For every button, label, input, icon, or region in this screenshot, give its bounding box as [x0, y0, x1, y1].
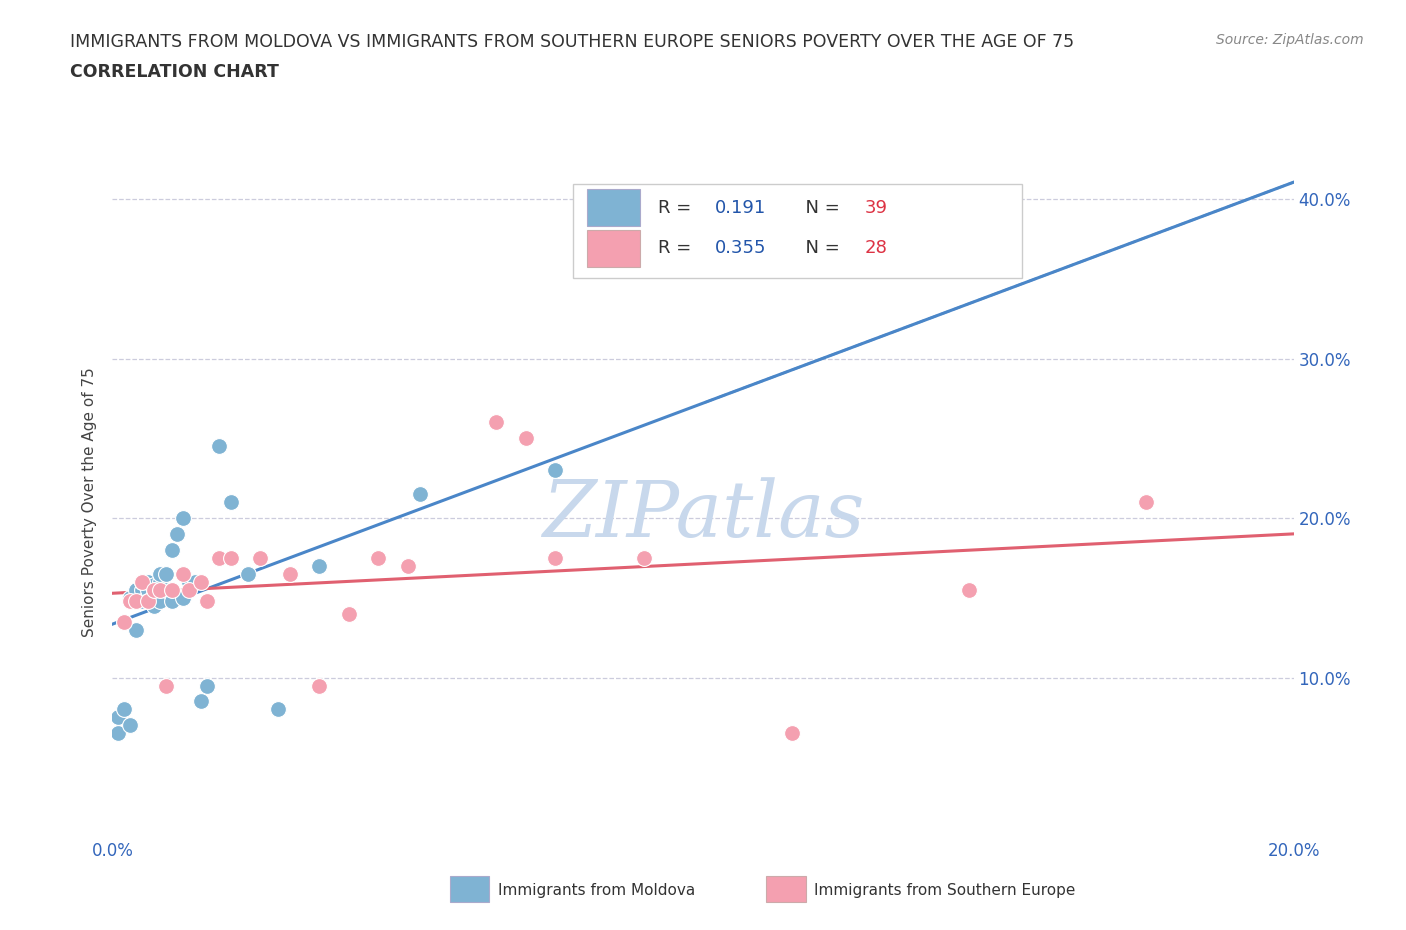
Point: [396, 559, 419, 574]
Point: [107, 710, 129, 724]
Point: [120, 591, 142, 605]
Point: [142, 582, 165, 597]
Point: [195, 593, 218, 608]
Point: [485, 415, 508, 430]
Text: R =: R =: [658, 239, 697, 257]
Point: [337, 606, 360, 621]
Point: [249, 551, 271, 565]
Point: [142, 578, 165, 592]
Point: [208, 551, 231, 565]
Text: R =: R =: [658, 199, 697, 217]
Point: [208, 439, 231, 454]
Point: [367, 551, 389, 565]
Text: ZIPatlas: ZIPatlas: [541, 477, 865, 553]
Point: [195, 678, 218, 693]
Point: [131, 582, 153, 597]
Text: 28: 28: [865, 239, 887, 257]
Text: 0.191: 0.191: [714, 199, 766, 217]
Text: Immigrants from Southern Europe: Immigrants from Southern Europe: [814, 883, 1076, 897]
Text: N =: N =: [794, 239, 845, 257]
Point: [131, 575, 153, 590]
Point: [179, 575, 201, 590]
Point: [1135, 495, 1157, 510]
Point: [219, 495, 242, 510]
Point: [544, 463, 567, 478]
Point: [107, 726, 129, 741]
Point: [219, 551, 242, 565]
Point: [166, 526, 188, 541]
Point: [131, 575, 153, 590]
Point: [136, 593, 159, 608]
Point: [149, 575, 172, 590]
Point: [184, 575, 207, 590]
Point: [120, 718, 142, 733]
FancyBboxPatch shape: [588, 190, 640, 226]
Point: [136, 582, 159, 597]
Point: [515, 431, 537, 445]
Text: 39: 39: [865, 199, 887, 217]
Point: [136, 575, 159, 590]
Y-axis label: Seniors Poverty Over the Age of 75: Seniors Poverty Over the Age of 75: [82, 367, 97, 637]
Point: [125, 582, 148, 597]
Point: [780, 726, 803, 741]
Point: [408, 486, 430, 501]
Point: [160, 582, 183, 597]
Point: [160, 593, 183, 608]
Point: [172, 511, 194, 525]
Point: [155, 678, 177, 693]
Point: [125, 622, 148, 637]
Point: [142, 582, 165, 597]
Point: [308, 678, 330, 693]
Text: Immigrants from Moldova: Immigrants from Moldova: [498, 883, 695, 897]
Point: [136, 593, 159, 608]
Point: [267, 702, 290, 717]
Point: [957, 582, 980, 597]
Point: [190, 575, 212, 590]
Point: [112, 615, 135, 630]
Point: [120, 593, 142, 608]
Text: N =: N =: [794, 199, 845, 217]
Point: [142, 598, 165, 613]
Point: [149, 593, 172, 608]
Point: [125, 593, 148, 608]
Point: [278, 566, 301, 581]
Point: [633, 551, 655, 565]
Point: [544, 551, 567, 565]
Point: [149, 582, 172, 597]
Point: [172, 566, 194, 581]
Point: [149, 566, 172, 581]
Text: 0.355: 0.355: [714, 239, 766, 257]
Text: IMMIGRANTS FROM MOLDOVA VS IMMIGRANTS FROM SOUTHERN EUROPE SENIORS POVERTY OVER : IMMIGRANTS FROM MOLDOVA VS IMMIGRANTS FR…: [70, 33, 1074, 50]
FancyBboxPatch shape: [574, 184, 1022, 278]
Point: [155, 566, 177, 581]
Point: [172, 591, 194, 605]
Point: [131, 593, 153, 608]
Point: [160, 582, 183, 597]
Point: [190, 694, 212, 709]
Point: [149, 582, 172, 597]
Point: [238, 566, 260, 581]
Text: Source: ZipAtlas.com: Source: ZipAtlas.com: [1216, 33, 1364, 46]
Text: CORRELATION CHART: CORRELATION CHART: [70, 63, 280, 81]
FancyBboxPatch shape: [588, 230, 640, 267]
Point: [308, 559, 330, 574]
Point: [112, 702, 135, 717]
Point: [155, 582, 177, 597]
Point: [160, 542, 183, 557]
Point: [179, 582, 201, 597]
